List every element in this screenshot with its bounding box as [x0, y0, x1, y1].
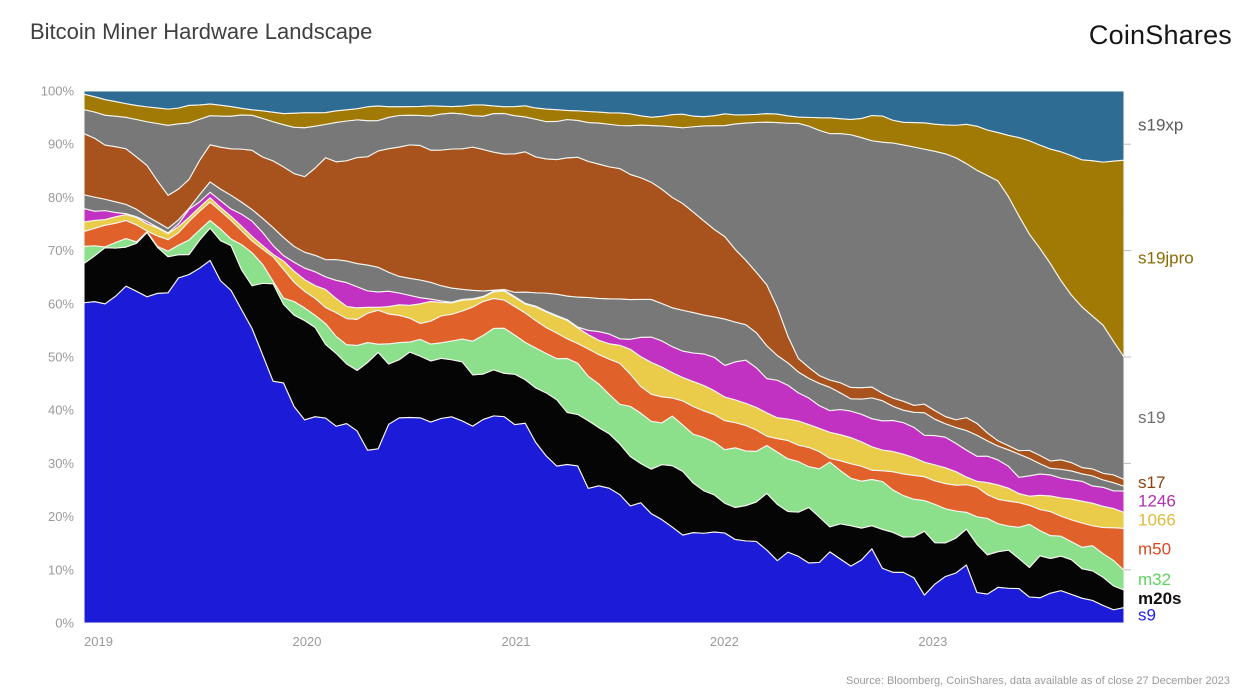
svg-text:2022: 2022: [710, 634, 739, 649]
svg-text:2019: 2019: [84, 634, 113, 649]
svg-text:20%: 20%: [48, 509, 74, 524]
svg-text:m50: m50: [1138, 539, 1171, 558]
svg-text:s19: s19: [1138, 408, 1165, 427]
svg-text:40%: 40%: [48, 403, 74, 418]
svg-text:70%: 70%: [48, 243, 74, 258]
svg-text:1246: 1246: [1138, 492, 1176, 511]
svg-text:1066: 1066: [1138, 510, 1176, 529]
svg-text:s19jpro: s19jpro: [1138, 249, 1194, 268]
svg-text:m32: m32: [1138, 570, 1171, 589]
svg-text:s19xp: s19xp: [1138, 116, 1183, 135]
svg-text:s17: s17: [1138, 473, 1165, 492]
svg-text:s9: s9: [1138, 605, 1156, 624]
svg-text:100%: 100%: [41, 84, 75, 99]
svg-text:2020: 2020: [293, 634, 322, 649]
svg-text:60%: 60%: [48, 296, 74, 311]
svg-text:2023: 2023: [918, 634, 947, 649]
svg-text:2021: 2021: [502, 634, 531, 649]
svg-text:80%: 80%: [48, 190, 74, 205]
svg-text:10%: 10%: [48, 562, 74, 577]
svg-text:0%: 0%: [55, 616, 74, 631]
svg-text:m20s: m20s: [1138, 589, 1181, 608]
svg-text:30%: 30%: [48, 456, 74, 471]
svg-text:50%: 50%: [48, 350, 74, 365]
svg-text:90%: 90%: [48, 137, 74, 152]
